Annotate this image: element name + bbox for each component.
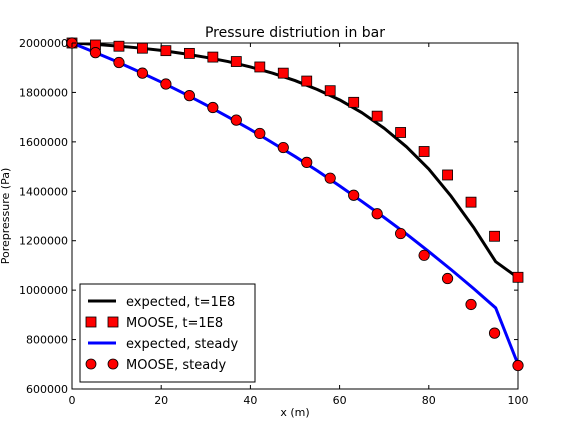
data-point xyxy=(324,172,336,184)
data-point xyxy=(488,327,501,339)
x-tick-label: 80 xyxy=(422,394,436,407)
legend-marker-swatch xyxy=(85,316,97,328)
data-point xyxy=(113,40,125,52)
legend-item: MOOSE, t=1E8 xyxy=(85,316,223,331)
plot-frame xyxy=(71,42,519,390)
data-point xyxy=(301,156,313,168)
x-axis: 0 20 40 60 80 100 xyxy=(69,43,529,407)
data-point xyxy=(418,249,430,261)
y-axis: 600000 800000 1000000 1200000 1400000 1600000… xyxy=(19,37,518,396)
data-point xyxy=(207,101,219,114)
data-point xyxy=(465,298,477,311)
data-point xyxy=(277,141,289,154)
data-point xyxy=(89,47,102,59)
series-layer xyxy=(66,37,524,372)
series-line-0 xyxy=(72,43,518,280)
x-tick-label: 40 xyxy=(243,394,257,407)
data-point xyxy=(395,227,407,240)
data-point xyxy=(348,189,360,201)
series-markers-3 xyxy=(66,37,524,372)
y-tick-label: 1000000 xyxy=(19,284,68,297)
legend: expected, t=1E8 MOOSE, t=1E8 expected, ste… xyxy=(79,283,256,383)
data-point xyxy=(254,127,266,140)
y-axis-label: Porepressure (Pa) xyxy=(0,168,12,265)
y-tick-label: 2000000 xyxy=(19,37,68,50)
data-point xyxy=(348,96,360,108)
data-point xyxy=(512,359,524,372)
legend-item: expected, steady xyxy=(88,337,239,352)
legend-label: expected, steady xyxy=(126,337,239,352)
data-point xyxy=(395,127,407,138)
chart-title: Pressure distriution in bar xyxy=(205,25,385,41)
legend-label: MOOSE, t=1E8 xyxy=(126,316,223,331)
legend-item: MOOSE, steady xyxy=(85,358,226,373)
data-point xyxy=(160,45,172,57)
legend-label: MOOSE, steady xyxy=(126,358,226,373)
legend-item: expected, t=1E8 xyxy=(88,295,235,310)
x-tick-label: 20 xyxy=(154,394,168,407)
data-point xyxy=(418,146,430,157)
plot-area xyxy=(66,37,524,390)
data-point xyxy=(207,51,219,63)
data-point xyxy=(230,56,242,67)
y-tick-label: 1600000 xyxy=(19,136,68,149)
data-point xyxy=(277,67,289,79)
data-point xyxy=(230,114,242,126)
legend-marker-swatch xyxy=(85,358,97,370)
x-axis-label: x (m) xyxy=(280,406,309,419)
data-point xyxy=(442,169,453,181)
y-tick-label: 600000 xyxy=(26,383,68,396)
legend-marker-swatch xyxy=(107,316,119,328)
series-markers-1 xyxy=(66,37,524,283)
data-point xyxy=(136,67,149,79)
data-point xyxy=(183,47,195,59)
data-point xyxy=(512,271,524,283)
y-tick-label: 1800000 xyxy=(19,86,68,99)
x-tick-label: 60 xyxy=(333,394,347,407)
y-tick-label: 1400000 xyxy=(19,185,68,198)
data-point xyxy=(160,78,172,90)
y-tick-label: 800000 xyxy=(26,334,68,347)
data-point xyxy=(254,61,266,73)
data-point xyxy=(324,85,336,97)
legend-label: expected, t=1E8 xyxy=(126,295,235,310)
data-point xyxy=(371,208,383,220)
data-point xyxy=(301,75,313,87)
y-tick-label: 1200000 xyxy=(19,235,68,248)
data-point xyxy=(465,196,477,208)
data-point xyxy=(183,90,195,102)
x-tick-label: 0 xyxy=(69,394,76,407)
data-point xyxy=(489,230,500,242)
data-point xyxy=(137,42,148,54)
data-point xyxy=(371,110,383,122)
data-point xyxy=(441,272,454,285)
legend-marker-swatch xyxy=(107,358,119,370)
x-tick-label: 100 xyxy=(508,394,529,407)
data-point xyxy=(113,56,125,69)
